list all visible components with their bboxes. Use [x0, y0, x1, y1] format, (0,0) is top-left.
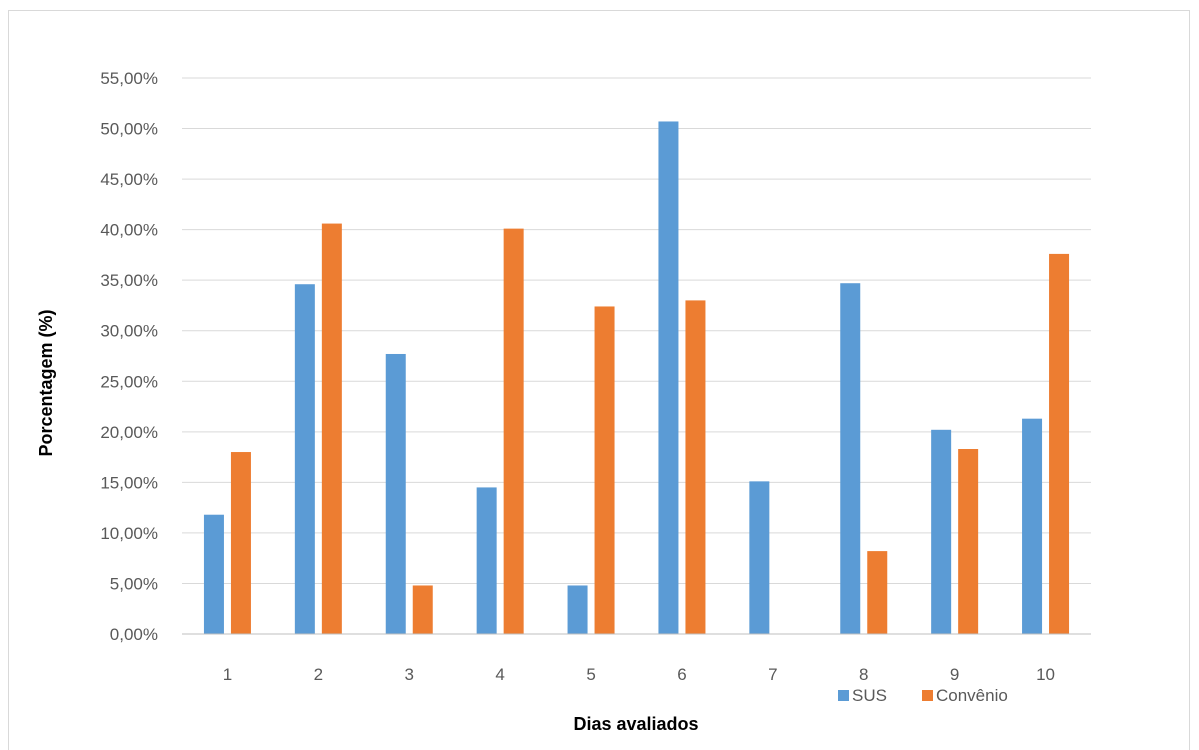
bar-convenio-day-3 [412, 585, 433, 634]
y-tick-label: 10,00% [100, 524, 158, 543]
bar-convenio-day-10 [1049, 253, 1070, 634]
bar-convenio-day-5 [594, 306, 615, 634]
y-tick-label: 55,00% [100, 69, 158, 88]
legend-label-convenio: Convênio [936, 686, 1008, 705]
bar-sus-day-10 [1022, 418, 1043, 634]
y-tick-label: 0,00% [110, 625, 158, 644]
bar-sus-day-2 [294, 284, 315, 634]
y-tick-label: 5,00% [110, 574, 158, 593]
legend-label-sus: SUS [852, 686, 887, 705]
x-tick-label: 9 [950, 665, 959, 684]
bar-sus-day-1 [203, 514, 224, 634]
x-tick-label: 10 [1036, 665, 1055, 684]
x-tick-label: 3 [405, 665, 414, 684]
x-tick-label: 4 [495, 665, 504, 684]
bar-convenio-day-2 [321, 223, 342, 634]
y-tick-label: 15,00% [100, 473, 158, 492]
x-tick-labels: 1 2 3 4 5 6 7 8 9 10 [223, 665, 1055, 684]
bars [203, 121, 1070, 634]
chart-frame [8, 10, 1190, 750]
x-tick-label: 6 [677, 665, 686, 684]
x-axis-title: Dias avaliados [573, 714, 698, 734]
x-tick-label: 7 [768, 665, 777, 684]
bar-convenio-day-9 [958, 449, 979, 634]
bar-sus-day-6 [658, 121, 679, 634]
legend-swatch-convenio [922, 690, 933, 701]
legend: SUS Convênio [838, 686, 1008, 705]
bar-sus-day-7 [749, 481, 770, 634]
bar-sus-day-9 [931, 429, 952, 634]
bar-sus-day-8 [840, 283, 861, 634]
y-axis-title: Porcentagem (%) [36, 309, 56, 456]
y-tick-label: 45,00% [100, 170, 158, 189]
bar-sus-day-4 [476, 487, 497, 634]
x-tick-label: 5 [586, 665, 595, 684]
y-tick-label: 40,00% [100, 221, 158, 240]
y-tick-label: 35,00% [100, 271, 158, 290]
bar-convenio-day-1 [230, 452, 251, 634]
y-tick-label: 30,00% [100, 322, 158, 341]
gridlines [182, 77, 1091, 584]
y-tick-label: 50,00% [100, 120, 158, 139]
x-tick-label: 2 [314, 665, 323, 684]
bar-sus-day-3 [385, 353, 406, 634]
bar-convenio-day-4 [503, 228, 524, 634]
y-tick-label: 20,00% [100, 423, 158, 442]
y-tick-labels: 0,00% 5,00% 10,00% 15,00% 20,00% 25,00% 30,00%… [100, 69, 158, 644]
x-tick-label: 1 [223, 665, 232, 684]
x-tick-label: 8 [859, 665, 868, 684]
bar-sus-day-5 [567, 585, 588, 634]
legend-swatch-sus [838, 690, 849, 701]
bar-convenio-day-8 [867, 551, 888, 634]
y-tick-label: 25,00% [100, 372, 158, 391]
bar-convenio-day-6 [685, 300, 706, 634]
